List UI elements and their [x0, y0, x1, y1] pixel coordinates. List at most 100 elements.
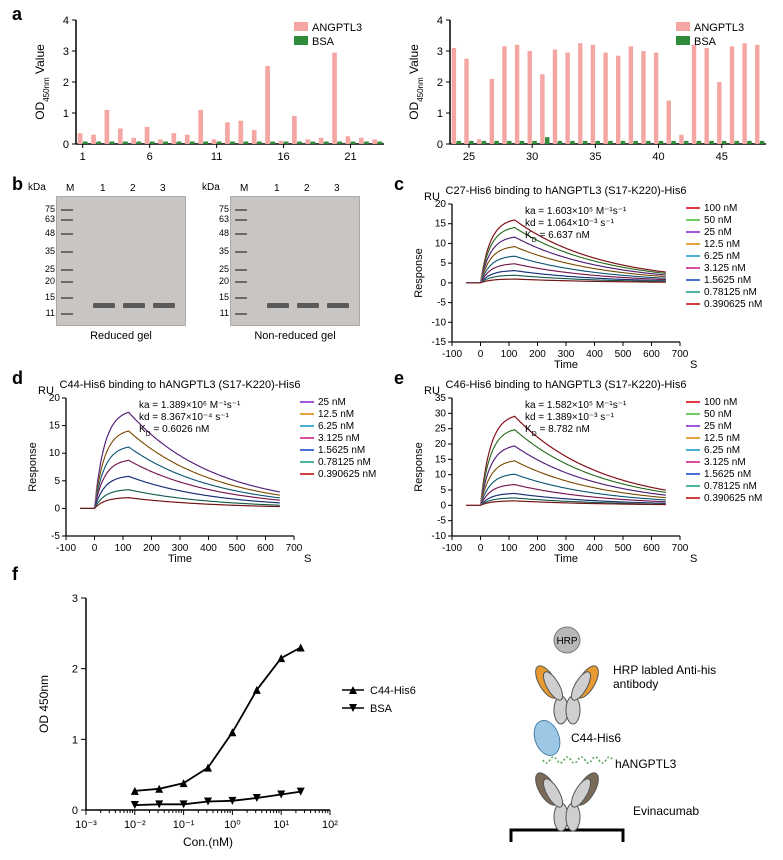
svg-text:5: 5 — [54, 476, 60, 487]
svg-text:10: 10 — [435, 238, 447, 249]
svg-text:16: 16 — [277, 151, 289, 163]
svg-text:0: 0 — [440, 500, 446, 511]
svg-text:0: 0 — [54, 503, 60, 514]
svg-text:6.25 nM: 6.25 nM — [704, 251, 740, 262]
svg-text:0.390625 nM: 0.390625 nM — [704, 299, 762, 310]
svg-text:C44-His6: C44-His6 — [571, 731, 621, 745]
svg-text:4: 4 — [63, 15, 69, 27]
svg-text:OD450nm Value: OD450nm Value — [407, 44, 425, 120]
svg-text:15: 15 — [49, 421, 61, 432]
svg-text:400: 400 — [586, 349, 603, 360]
svg-text:1.5625 nM: 1.5625 nM — [704, 275, 751, 286]
svg-text:Response: Response — [27, 442, 39, 492]
svg-text:-100: -100 — [56, 543, 76, 554]
svg-text:Time: Time — [554, 359, 578, 370]
svg-text:Con.(nM): Con.(nM) — [183, 835, 233, 849]
svg-text:1: 1 — [63, 108, 69, 120]
svg-text:6.25 nM: 6.25 nM — [318, 421, 354, 432]
svg-text:Response: Response — [413, 248, 425, 298]
svg-text:25: 25 — [435, 424, 447, 435]
svg-text:25: 25 — [463, 151, 475, 163]
svg-text:12.5 nM: 12.5 nM — [704, 433, 740, 444]
svg-text:50 nM: 50 nM — [704, 409, 732, 420]
svg-text:ka = 1.582×10⁵ M⁻¹s⁻¹: ka = 1.582×10⁵ M⁻¹s⁻¹ — [525, 400, 627, 411]
svg-text:200: 200 — [143, 543, 160, 554]
bar-chart-a-left: 0123416111621OD450nm ValueANGPTL3BSA — [30, 10, 390, 170]
svg-text:0.78125 nM: 0.78125 nM — [318, 457, 371, 468]
svg-text:15: 15 — [435, 454, 447, 465]
svg-text:0.390625 nM: 0.390625 nM — [318, 469, 376, 480]
svg-text:25 nM: 25 nM — [318, 397, 346, 408]
svg-text:BSA: BSA — [694, 36, 717, 48]
svg-text:HRP labled Anti-hisantibody: HRP labled Anti-hisantibody — [613, 663, 716, 691]
svg-text:ka = 1.603×10⁵ M⁻¹s⁻¹: ka = 1.603×10⁵ M⁻¹s⁻¹ — [525, 206, 627, 217]
svg-text:Time: Time — [554, 553, 578, 564]
svg-text:2: 2 — [63, 77, 69, 89]
svg-text:10²: 10² — [322, 819, 338, 831]
svg-text:-5: -5 — [51, 531, 60, 542]
svg-text:0.78125 nM: 0.78125 nM — [704, 481, 757, 492]
svg-text:500: 500 — [615, 349, 632, 360]
svg-text:0: 0 — [72, 805, 78, 817]
svg-text:12.5 nM: 12.5 nM — [704, 239, 740, 250]
spr-chart-c: C27-His6 binding to hANGPTL3 (S17-K220)-… — [408, 182, 776, 370]
svg-text:-10: -10 — [432, 317, 447, 328]
gel-caption-reduced: Reduced gel — [56, 330, 186, 342]
svg-text:3.125 nM: 3.125 nM — [318, 433, 360, 444]
svg-text:400: 400 — [200, 543, 217, 554]
svg-text:4: 4 — [437, 15, 443, 27]
svg-text:1.5625 nM: 1.5625 nM — [704, 469, 751, 480]
gel-caption-nonreduced: Non-reduced gel — [230, 330, 360, 342]
svg-text:S: S — [690, 359, 697, 370]
spr-chart-e: C46-His6 binding to hANGPTL3 (S17-K220)-… — [408, 376, 776, 564]
panel-label-f: f — [12, 564, 18, 585]
svg-text:3: 3 — [72, 593, 78, 605]
svg-text:0: 0 — [63, 139, 69, 151]
svg-text:200: 200 — [529, 349, 546, 360]
svg-text:ka = 1.389×10⁶ M⁻¹s⁻¹: ka = 1.389×10⁶ M⁻¹s⁻¹ — [139, 400, 241, 411]
svg-text:100: 100 — [501, 349, 518, 360]
svg-text:Response: Response — [413, 442, 425, 492]
svg-text:500: 500 — [615, 543, 632, 554]
svg-text:600: 600 — [643, 543, 660, 554]
svg-text:C46-His6 binding to hANGPTL3 (: C46-His6 binding to hANGPTL3 (S17-K220)-… — [446, 379, 687, 391]
svg-text:RU: RU — [424, 385, 440, 397]
svg-text:15: 15 — [435, 219, 447, 230]
svg-text:6.25 nM: 6.25 nM — [704, 445, 740, 456]
svg-text:0: 0 — [440, 278, 446, 289]
svg-text:0: 0 — [437, 139, 443, 151]
svg-text:C44-His6: C44-His6 — [370, 685, 416, 697]
svg-text:10⁰: 10⁰ — [224, 819, 241, 831]
panel-label-a: a — [12, 4, 22, 25]
svg-text:700: 700 — [672, 543, 689, 554]
gel-panel: kDa M1237563483525201511 Reduced gel kDa… — [56, 196, 360, 326]
svg-text:-100: -100 — [442, 543, 462, 554]
svg-text:20: 20 — [435, 439, 447, 450]
svg-text:100: 100 — [115, 543, 132, 554]
svg-text:700: 700 — [286, 543, 303, 554]
svg-text:kd = 8.367×10⁻⁴ s⁻¹: kd = 8.367×10⁻⁴ s⁻¹ — [139, 412, 230, 423]
svg-text:-100: -100 — [442, 349, 462, 360]
svg-text:200: 200 — [529, 543, 546, 554]
svg-text:-5: -5 — [437, 298, 446, 309]
elisa-chart-f: 012310⁻³10⁻²10⁻¹10⁰10¹10²Con.(nM)OD 450n… — [30, 582, 440, 852]
svg-text:45: 45 — [716, 151, 728, 163]
svg-text:600: 600 — [257, 543, 274, 554]
svg-text:1.5625 nM: 1.5625 nM — [318, 445, 365, 456]
svg-text:0.78125 nM: 0.78125 nM — [704, 287, 757, 298]
svg-text:10⁻³: 10⁻³ — [75, 819, 97, 831]
svg-text:KD = 6.637 nM: KD = 6.637 nM — [525, 230, 590, 244]
svg-text:10: 10 — [435, 470, 447, 481]
svg-text:BSA: BSA — [312, 36, 335, 48]
svg-text:1: 1 — [437, 108, 443, 120]
svg-text:30: 30 — [526, 151, 538, 163]
svg-text:Time: Time — [168, 553, 192, 564]
svg-text:6: 6 — [147, 151, 153, 163]
svg-text:C44-His6 binding to hANGPTL3 (: C44-His6 binding to hANGPTL3 (S17-K220)-… — [60, 379, 301, 391]
svg-text:1: 1 — [80, 151, 86, 163]
svg-text:KD = 0.6026 nM: KD = 0.6026 nM — [139, 424, 209, 438]
panel-label-b: b — [12, 174, 23, 195]
bar-chart-a-right: 012342530354045OD450nm ValueANGPTL3BSA — [404, 10, 772, 170]
panel-label-c: c — [394, 174, 404, 195]
svg-text:600: 600 — [643, 349, 660, 360]
